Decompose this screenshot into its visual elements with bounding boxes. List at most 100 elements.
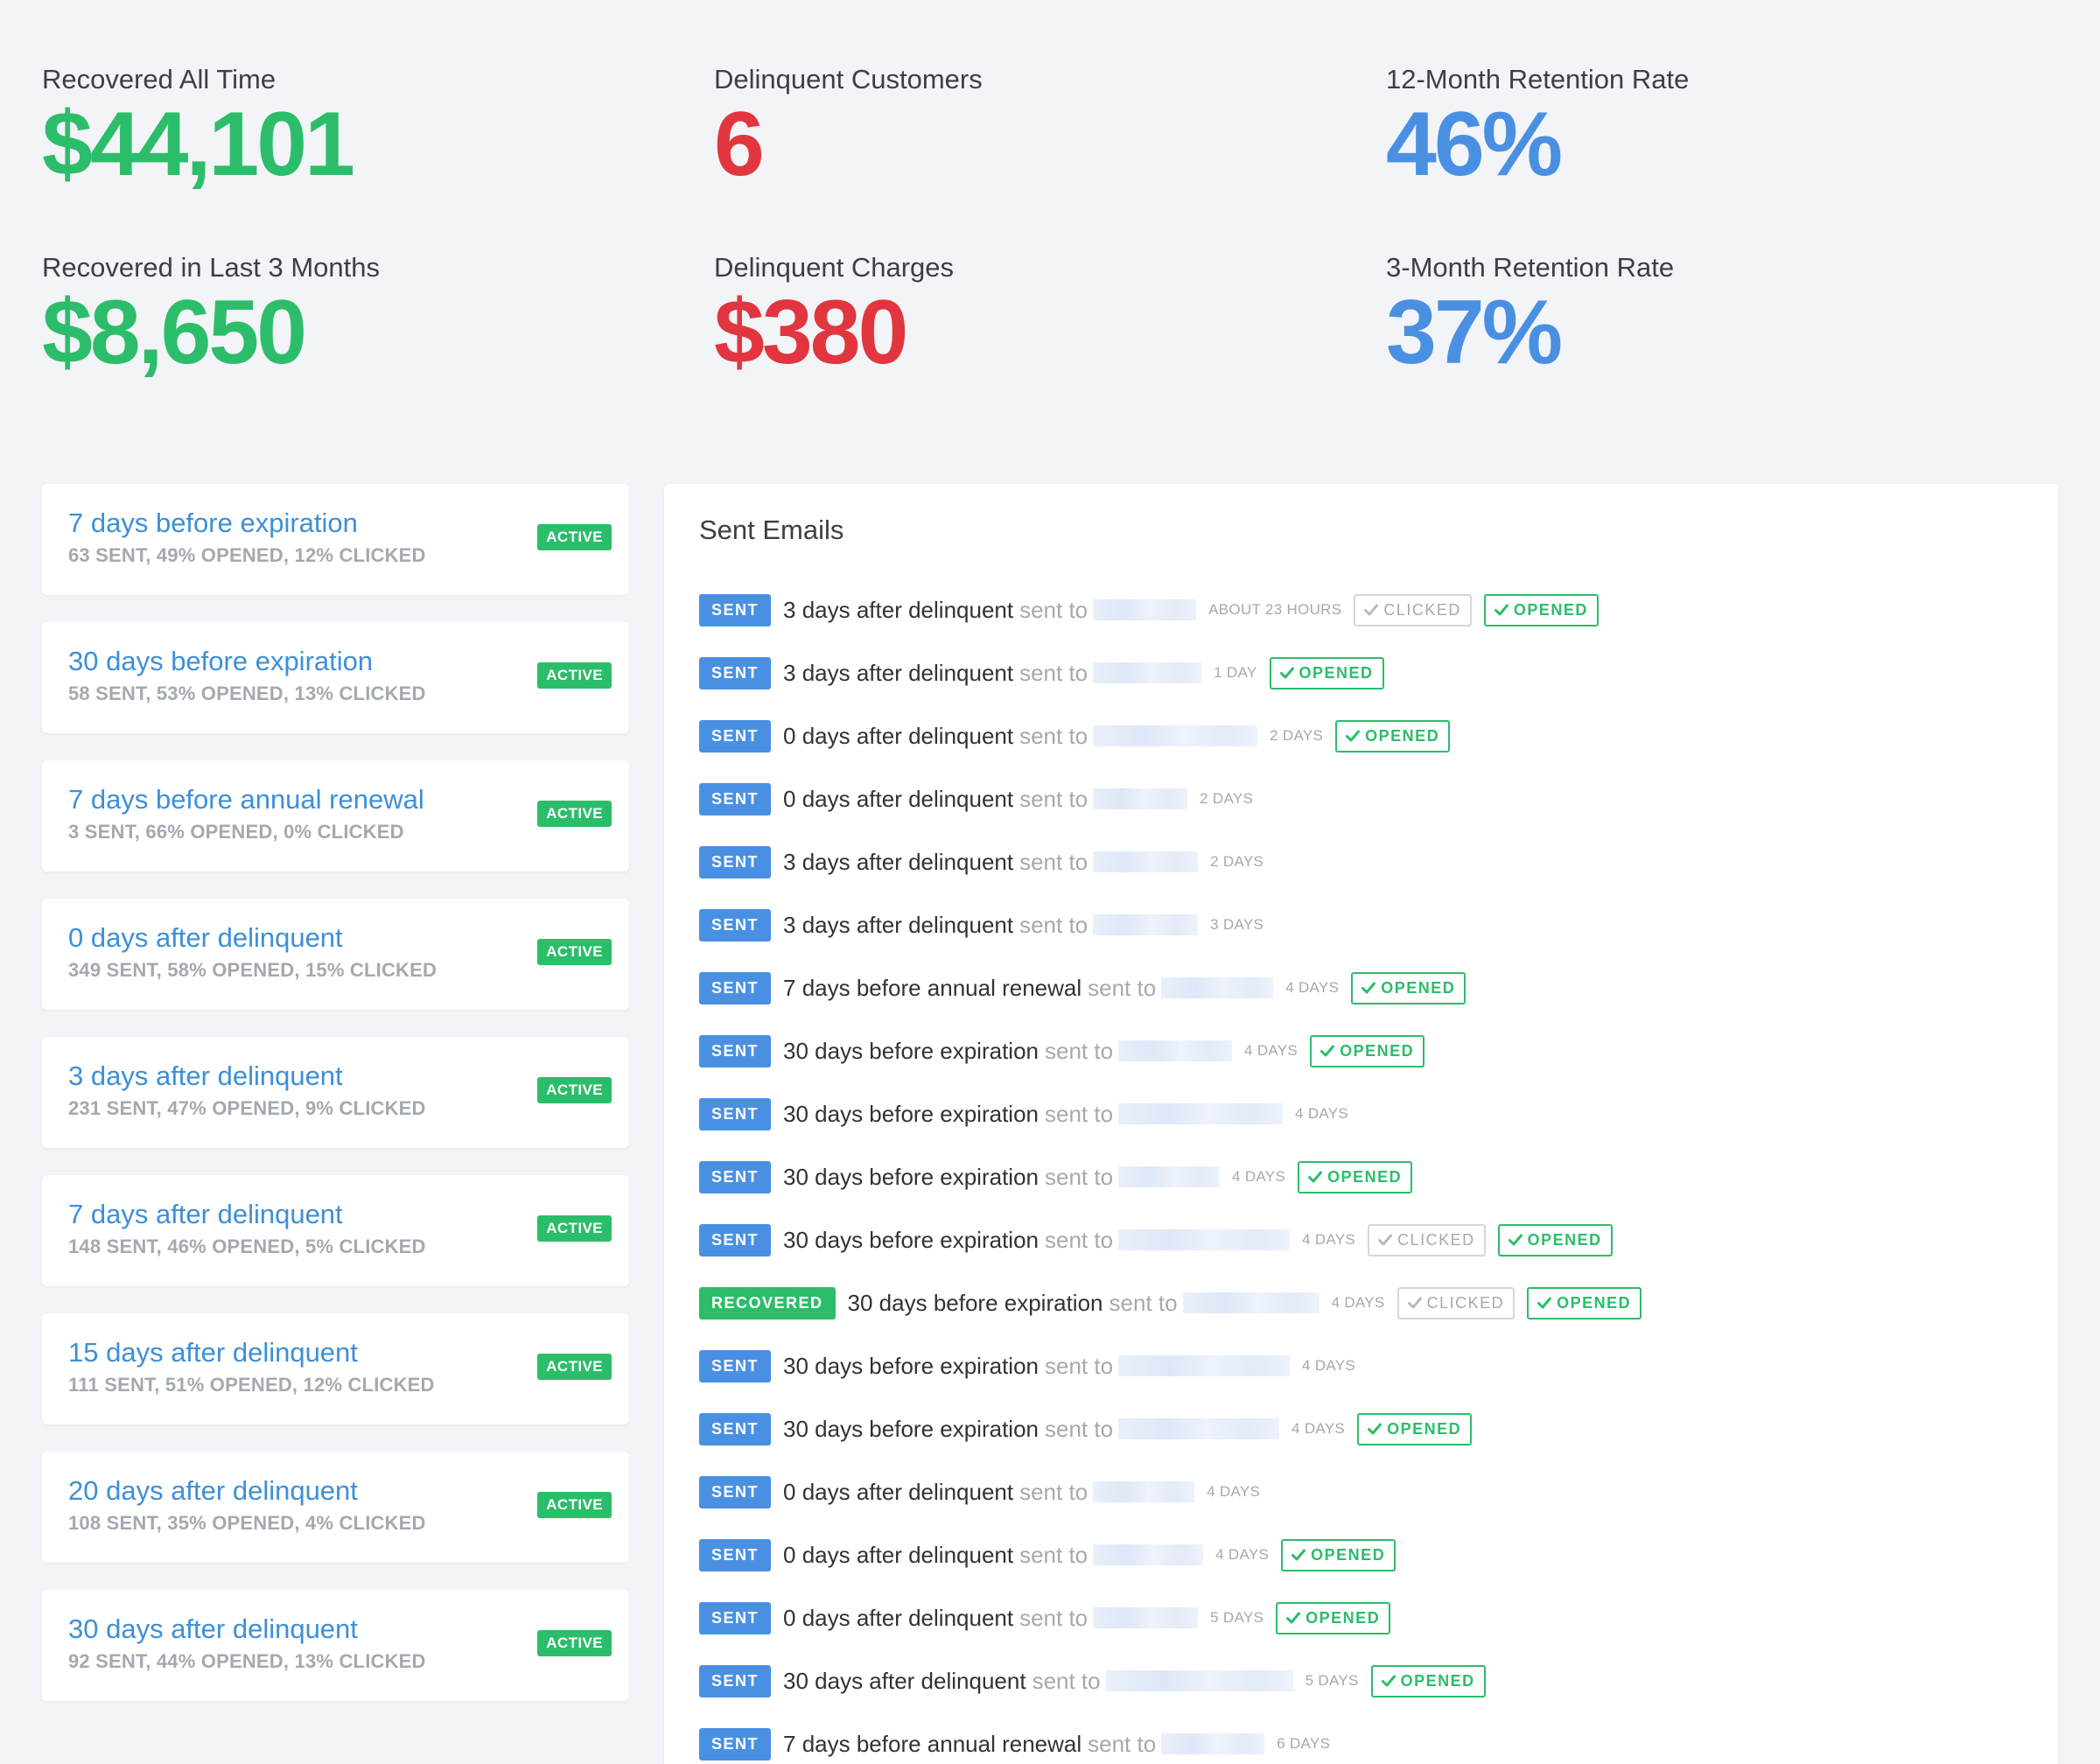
email-sequence-name[interactable]: 0 days after delinquent bbox=[783, 1478, 1014, 1505]
sequence-title[interactable]: 20 days after delinquent bbox=[68, 1475, 358, 1506]
check-icon bbox=[1286, 1612, 1301, 1624]
active-badge: ACTIVE bbox=[537, 1354, 612, 1380]
time-ago: 5 DAYS bbox=[1210, 1609, 1264, 1626]
opened-tag: OPENED bbox=[1269, 656, 1384, 690]
email-sequence-name[interactable]: 3 days after delinquent bbox=[783, 659, 1014, 686]
email-row[interactable]: SENT 30 days before expiration sent to 4 DA… bbox=[699, 1082, 2012, 1145]
status-badge: SENT bbox=[699, 656, 772, 690]
email-row[interactable]: SENT 30 days before expiration sent to 4 DA… bbox=[699, 1019, 2012, 1082]
email-sequence-name[interactable]: 30 days before expiration bbox=[783, 1100, 1039, 1127]
opened-tag: OPENED bbox=[1335, 719, 1451, 752]
time-ago: 4 DAYS bbox=[1295, 1105, 1349, 1122]
sequence-card[interactable]: 0 days after delinquent 349 SENT, 58% OPE… bbox=[42, 899, 629, 1010]
email-row[interactable]: SENT 30 days before expiration sent to 4 DA… bbox=[699, 1397, 2012, 1460]
stat-label: Recovered All Time bbox=[42, 64, 276, 94]
active-badge: ACTIVE bbox=[537, 662, 612, 689]
stat-value: 46% bbox=[1386, 94, 1563, 196]
stat-label: Recovered in Last 3 Months bbox=[42, 252, 380, 283]
sequence-title[interactable]: 7 days before expiration bbox=[68, 508, 358, 538]
opened-label: OPENED bbox=[1340, 1041, 1415, 1060]
email-sequence-name[interactable]: 7 days before annual renewal bbox=[783, 974, 1082, 1001]
email-row[interactable]: SENT 30 days before expiration sent to 4 DA… bbox=[699, 1334, 2012, 1397]
check-icon bbox=[1368, 1423, 1382, 1435]
email-row[interactable]: SENT 3 days after delinquent sent to 1 DAY O… bbox=[699, 641, 2012, 704]
email-sequence-name[interactable]: 30 days before expiration bbox=[783, 1415, 1039, 1442]
check-icon bbox=[1378, 1234, 1393, 1246]
sent-to-label: sent to bbox=[1019, 848, 1088, 875]
opened-label: OPENED bbox=[1527, 1230, 1602, 1249]
active-badge: ACTIVE bbox=[537, 939, 612, 965]
email-row[interactable]: SENT 3 days after delinquent sent to 2 DAYS bbox=[699, 830, 2012, 893]
clicked-label: CLICKED bbox=[1397, 1230, 1475, 1249]
sequence-card[interactable]: 30 days before expiration 58 SENT, 53% OP… bbox=[42, 622, 629, 733]
email-sequence-name[interactable]: 3 days after delinquent bbox=[783, 596, 1014, 623]
email-sequence-name[interactable]: 30 days before expiration bbox=[783, 1352, 1039, 1379]
email-row[interactable]: SENT 0 days after delinquent sent to 4 DAYS… bbox=[699, 1523, 2012, 1586]
sequence-title[interactable]: 15 days after delinquent bbox=[68, 1337, 358, 1368]
email-row[interactable]: SENT 0 days after delinquent sent to 2 DAYS bbox=[699, 767, 2012, 830]
stat-label: 3-Month Retention Rate bbox=[1386, 252, 1675, 283]
status-badge: SENT bbox=[699, 845, 772, 878]
status-badge: SENT bbox=[699, 1727, 772, 1760]
sequence-card[interactable]: 7 days before annual renewal 3 SENT, 66% … bbox=[42, 760, 629, 872]
sequence-card[interactable]: 3 days after delinquent 231 SENT, 47% OPE… bbox=[42, 1037, 629, 1148]
sequence-title[interactable]: 3 days after delinquent bbox=[68, 1060, 343, 1091]
email-row[interactable]: SENT 0 days after delinquent sent to 4 DAYS bbox=[699, 1460, 2012, 1523]
status-badge: SENT bbox=[699, 971, 772, 1004]
clicked-tag: CLICKED bbox=[1396, 1286, 1516, 1320]
email-row[interactable]: SENT 0 days after delinquent sent to 5 DAYS… bbox=[699, 1586, 2012, 1649]
status-badge: SENT bbox=[699, 1034, 772, 1068]
email-row[interactable]: SENT 7 days before annual renewal sent to 4… bbox=[699, 956, 2012, 1019]
sequence-card[interactable]: 20 days after delinquent 108 SENT, 35% OP… bbox=[42, 1452, 629, 1563]
redacted-recipient bbox=[1118, 1355, 1291, 1376]
email-sequence-name[interactable]: 30 days before expiration bbox=[783, 1226, 1039, 1253]
email-sequence-name[interactable]: 7 days before annual renewal bbox=[783, 1730, 1082, 1757]
sequence-card[interactable]: 7 days before expiration 63 SENT, 49% OPE… bbox=[42, 484, 629, 595]
email-row[interactable]: RECOVERED 30 days before expiration sent t… bbox=[699, 1271, 2012, 1334]
opened-label: OPENED bbox=[1557, 1293, 1632, 1312]
email-sequence-name[interactable]: 0 days after delinquent bbox=[783, 1541, 1014, 1568]
time-ago: 4 DAYS bbox=[1302, 1231, 1356, 1248]
sent-to-label: sent to bbox=[1019, 659, 1088, 686]
stat-retention-3m: 3-Month Retention Rate 37% bbox=[1386, 251, 2058, 404]
email-sequence-name[interactable]: 0 days after delinquent bbox=[783, 722, 1014, 749]
sequence-title[interactable]: 30 days before expiration bbox=[68, 646, 374, 676]
status-badge: SENT bbox=[699, 908, 772, 942]
check-icon bbox=[1362, 982, 1376, 994]
email-sequence-name[interactable]: 30 days before expiration bbox=[847, 1289, 1103, 1316]
email-sequence-name[interactable]: 3 days after delinquent bbox=[783, 848, 1014, 875]
email-sequence-name[interactable]: 3 days after delinquent bbox=[783, 911, 1014, 938]
email-sequence-name[interactable]: 0 days after delinquent bbox=[783, 785, 1014, 812]
sequence-title[interactable]: 7 days before annual renewal bbox=[68, 784, 424, 815]
sequence-list: 7 days before expiration 63 SENT, 49% OPE… bbox=[42, 484, 629, 1728]
sequence-card[interactable]: 30 days after delinquent 92 SENT, 44% OPE… bbox=[42, 1590, 629, 1701]
stat-delinquent-charges: Delinquent Charges $380 bbox=[714, 251, 1386, 404]
sequence-card[interactable]: 15 days after delinquent 111 SENT, 51% OP… bbox=[42, 1313, 629, 1424]
sequence-card[interactable]: 7 days after delinquent 148 SENT, 46% OPE… bbox=[42, 1175, 629, 1286]
sent-to-label: sent to bbox=[1044, 1100, 1114, 1127]
email-row[interactable]: SENT 7 days before annual renewal sent to 6… bbox=[699, 1712, 2012, 1764]
sequence-title[interactable]: 30 days after delinquent bbox=[68, 1614, 358, 1644]
email-sequence-name[interactable]: 30 days after delinquent bbox=[783, 1667, 1026, 1694]
email-sequence-name[interactable]: 30 days before expiration bbox=[783, 1163, 1039, 1190]
check-icon bbox=[1364, 604, 1379, 616]
email-sequence-name[interactable]: 0 days after delinquent bbox=[783, 1604, 1014, 1631]
email-row[interactable]: SENT 3 days after delinquent sent to ABOUT … bbox=[699, 578, 2012, 641]
status-badge: SENT bbox=[699, 1601, 772, 1634]
email-row[interactable]: SENT 3 days after delinquent sent to 3 DAYS bbox=[699, 893, 2012, 956]
sequence-title[interactable]: 7 days after delinquent bbox=[68, 1199, 343, 1229]
status-badge: SENT bbox=[699, 593, 772, 626]
sequence-title[interactable]: 0 days after delinquent bbox=[68, 922, 343, 953]
opened-tag: OPENED bbox=[1483, 593, 1599, 626]
email-row[interactable]: SENT 30 days before expiration sent to 4 DA… bbox=[699, 1208, 2012, 1271]
email-row[interactable]: SENT 30 days after delinquent sent to 5 DAY… bbox=[699, 1649, 2012, 1712]
email-row[interactable]: SENT 0 days after delinquent sent to 2 DAYS… bbox=[699, 704, 2012, 767]
clicked-label: CLICKED bbox=[1383, 600, 1461, 619]
status-badge: SENT bbox=[699, 1538, 772, 1572]
sent-to-label: sent to bbox=[1019, 785, 1088, 812]
time-ago: 2 DAYS bbox=[1270, 727, 1324, 744]
email-sequence-name[interactable]: 30 days before expiration bbox=[783, 1037, 1039, 1064]
sent-to-label: sent to bbox=[1109, 1289, 1178, 1316]
email-row[interactable]: SENT 30 days before expiration sent to 4 DA… bbox=[699, 1145, 2012, 1208]
redacted-recipient bbox=[1093, 1607, 1199, 1628]
